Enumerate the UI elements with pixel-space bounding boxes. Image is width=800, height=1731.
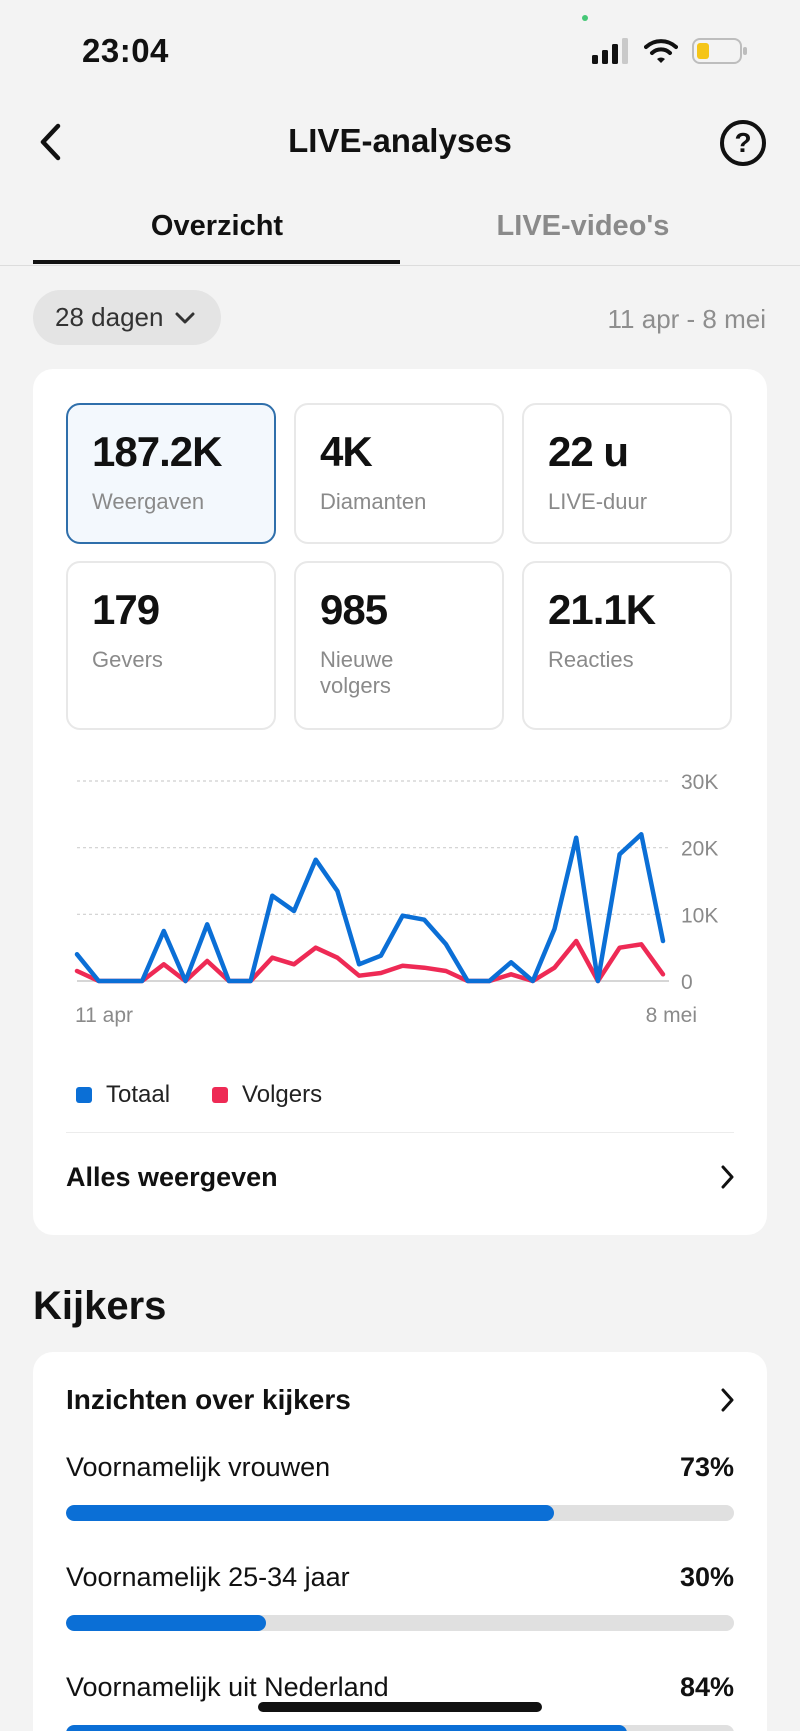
legend-label: Volgers: [242, 1081, 323, 1108]
x-tick-label-end: 8 mei: [646, 1004, 697, 1027]
date-range: 11 apr - 8 mei: [607, 304, 766, 334]
x-tick-label-start: 11 apr: [75, 1004, 133, 1027]
viewer-insights-card: Inzichten over kijkers Voornamelijk vrou…: [33, 1352, 767, 1731]
series-line-volgers: [74, 938, 666, 984]
insight-row-country: Voornamelijk uit Nederland 84%: [66, 1672, 734, 1731]
legend-item-totaal: Totaal: [76, 1081, 170, 1109]
progress-track: [66, 1505, 734, 1521]
insight-row-gender: Voornamelijk vrouwen 73%: [66, 1452, 734, 1521]
progress-fill: [66, 1505, 554, 1521]
series-line-totaal: [74, 832, 666, 984]
insight-percentage: 84%: [679, 1672, 734, 1702]
metric-live-duur[interactable]: 22 u LIVE-duur: [522, 403, 732, 544]
period-dropdown[interactable]: 28 dagen: [33, 290, 222, 345]
metric-nieuwe-volgers[interactable]: 985 Nieuwe volgers: [294, 561, 504, 730]
metric-label: Diamanten: [320, 489, 427, 514]
metric-value: 21.1K: [548, 586, 656, 633]
tab-overzicht[interactable]: Overzicht: [150, 210, 284, 242]
help-button[interactable]: ?: [720, 120, 766, 166]
metric-value: 4K: [320, 428, 373, 475]
help-icon: ?: [734, 127, 752, 158]
progress-track: [66, 1725, 734, 1731]
legend-item-volgers: Volgers: [212, 1081, 322, 1109]
metric-weergaven[interactable]: 187.2K Weergaven: [66, 403, 276, 544]
show-all-link[interactable]: Alles weergeven: [66, 1149, 734, 1205]
status-bar: 23:04: [0, 0, 800, 100]
metric-value: 22 u: [548, 428, 629, 475]
home-indicator: [258, 1702, 542, 1712]
progress-fill: [66, 1725, 628, 1731]
metric-label: LIVE-duur: [548, 489, 648, 514]
metric-label: Reacties: [548, 647, 634, 672]
insight-label: Voornamelijk vrouwen: [66, 1452, 331, 1482]
viewer-insights-header[interactable]: Inzichten over kijkers: [66, 1384, 734, 1416]
y-tick-label: 0: [681, 971, 693, 994]
tab-bar: Overzicht LIVE-video's: [0, 196, 800, 266]
back-button[interactable]: [30, 120, 70, 164]
insight-label: Voornamelijk uit Nederland: [66, 1672, 389, 1702]
legend-swatch-totaal: [76, 1087, 92, 1103]
period-label: 28 dagen: [55, 302, 164, 332]
show-all-label: Alles weergeven: [66, 1161, 278, 1192]
section-title-kijkers: Kijkers: [33, 1284, 167, 1328]
y-tick-label: 30K: [681, 771, 718, 794]
active-tab-indicator: [33, 260, 400, 264]
legend-swatch-volgers: [212, 1087, 229, 1103]
camera-indicator-icon: [582, 15, 588, 21]
metric-reacties[interactable]: 21.1K Reacties: [522, 561, 732, 730]
progress-track: [66, 1615, 734, 1631]
insight-row-age: Voornamelijk 25-34 jaar 30%: [66, 1562, 734, 1631]
metric-label: Nieuwe volgers: [320, 647, 394, 699]
chevron-down-icon: [175, 312, 195, 323]
overview-card: 187.2K Weergaven 4K Diamanten 22 u LIVE-…: [33, 369, 767, 1235]
progress-fill: [66, 1615, 267, 1631]
page-title: LIVE-analyses: [288, 122, 512, 159]
cellular-signal-icon: [592, 38, 628, 64]
insight-label: Voornamelijk 25-34 jaar: [66, 1562, 350, 1592]
metric-label: Gevers: [92, 647, 163, 672]
tab-live-videos[interactable]: LIVE-video's: [496, 210, 670, 242]
chevron-left-icon: [40, 123, 61, 161]
status-time: 23:04: [82, 32, 169, 69]
status-icons: [592, 38, 748, 64]
insight-percentage: 73%: [679, 1452, 734, 1482]
insight-percentage: 30%: [679, 1562, 734, 1592]
y-tick-label: 20K: [681, 838, 718, 861]
chart-legend: Totaal Volgers: [76, 1081, 322, 1109]
viewer-insights-title: Inzichten over kijkers: [66, 1384, 351, 1415]
metric-value: 179: [92, 586, 160, 633]
chevron-right-icon: [721, 1388, 734, 1412]
y-tick-label: 10K: [681, 904, 718, 927]
metric-diamanten[interactable]: 4K Diamanten: [294, 403, 504, 544]
legend-label: Totaal: [106, 1081, 171, 1108]
divider: [66, 1132, 734, 1133]
battery-low-icon: [692, 38, 747, 64]
chevron-right-icon: [721, 1165, 734, 1189]
metric-value: 985: [320, 586, 388, 633]
nav-bar: LIVE-analyses ?: [0, 100, 800, 184]
metric-value: 187.2K: [92, 428, 222, 475]
views-line-chart: 0 10K 20K 30K 11 apr 8 mei: [74, 771, 718, 1027]
metric-gevers[interactable]: 179 Gevers: [66, 561, 276, 730]
wifi-icon: [644, 39, 678, 63]
metric-label: Weergaven: [92, 489, 205, 514]
